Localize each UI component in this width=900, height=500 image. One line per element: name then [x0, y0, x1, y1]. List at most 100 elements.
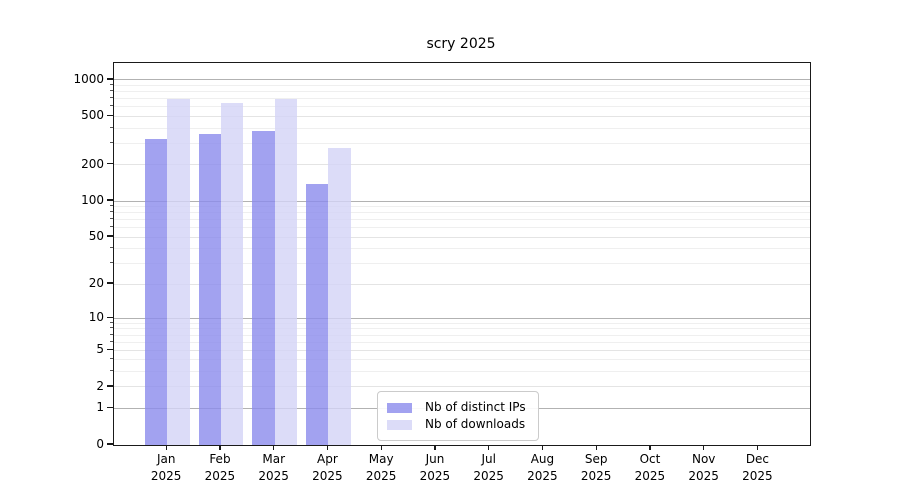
y-minortick-40: [110, 247, 113, 249]
x-tick-year: 2025: [419, 469, 451, 483]
x-tick-label-aug: Aug 2025: [512, 451, 572, 485]
y-minortick-900: [110, 83, 113, 85]
gridline-minor-700: [114, 98, 810, 100]
x-tick-label-nov: Nov 2025: [674, 451, 734, 485]
x-tick-oct: [649, 445, 651, 450]
y-minortick-4: [110, 358, 113, 360]
x-tick-label-mar: Mar 2025: [244, 451, 304, 485]
y-minortick-6: [110, 340, 113, 342]
y-minortick-90: [110, 205, 113, 207]
y-minortick-400: [110, 126, 113, 128]
x-tick-year: 2025: [580, 469, 612, 483]
gridline-minor-4: [114, 359, 810, 361]
bar-distinct-ips-jan: [144, 138, 168, 445]
x-tick-label-apr: Apr 2025: [297, 451, 357, 485]
legend: Nb of distinct IPs Nb of downloads: [377, 391, 539, 441]
gridline-minor-9: [114, 322, 810, 324]
y-minortick-60: [110, 226, 113, 228]
x-tick-label-dec: Dec 2025: [727, 451, 787, 485]
gridline-minor-900: [114, 84, 810, 86]
y-tick-1: [107, 406, 113, 409]
x-tick-nov: [703, 445, 705, 450]
x-tick-aug: [541, 445, 544, 450]
y-tick-label-1000: 1000: [73, 71, 104, 86]
y-minortick-70: [110, 218, 113, 220]
x-tick-month: Mar: [262, 452, 285, 466]
gridline-minor-7: [114, 334, 810, 336]
bar-distinct-ips-mar: [252, 130, 275, 445]
x-tick-mar: [273, 445, 275, 450]
gridline-2: [114, 386, 810, 388]
y-tick-label-500: 500: [81, 108, 104, 123]
y-tick-label-5: 5: [96, 342, 104, 357]
y-tick-0: [107, 443, 113, 445]
x-tick-month: Jun: [425, 452, 445, 466]
x-tick-year: 2025: [634, 469, 666, 483]
gridline-minor-80: [114, 212, 810, 214]
y-tick-500: [107, 114, 113, 117]
gridline-50: [114, 236, 810, 238]
x-tick-year: 2025: [688, 469, 719, 483]
y-minortick-600: [110, 105, 113, 107]
x-tick-month: Jul: [481, 452, 496, 466]
x-tick-month: Sep: [584, 452, 608, 466]
x-tick-label-jun: Jun 2025: [405, 451, 465, 485]
y-minortick-3: [110, 370, 113, 372]
chart-title: scry 2025: [426, 36, 496, 52]
x-tick-jul: [488, 445, 490, 450]
y-tick-200: [107, 163, 113, 165]
bar-downloads-apr: [328, 148, 351, 445]
legend-row-distinct-ips: Nb of distinct IPs: [387, 400, 526, 415]
x-tick-label-sep: Sep 2025: [566, 451, 626, 485]
y-minortick-7: [110, 333, 113, 335]
legend-swatch-distinct-ips: [387, 402, 412, 413]
y-minortick-8: [110, 327, 113, 329]
x-tick-label-jan: Jan 2025: [136, 451, 196, 485]
gridline-minor-60: [114, 227, 810, 229]
gridline-200: [114, 164, 810, 166]
x-tick-jun: [434, 445, 436, 450]
gridline-20: [114, 283, 810, 285]
x-tick-dec: [756, 445, 759, 450]
x-tick-may: [380, 445, 382, 450]
x-tick-sep: [595, 445, 597, 450]
gridline-minor-300: [114, 142, 810, 144]
bar-downloads-jan: [167, 99, 190, 445]
x-tick-month: Jan: [156, 452, 176, 466]
gridline-minor-70: [114, 219, 810, 221]
y-minortick-80: [110, 211, 113, 213]
gridline-500: [114, 115, 810, 117]
x-tick-month: Oct: [639, 452, 661, 466]
gridline-minor-3: [114, 371, 810, 373]
gridline-minor-6: [114, 341, 810, 343]
y-minortick-300: [110, 141, 113, 143]
bar-distinct-ips-apr: [306, 183, 329, 445]
x-tick-year: 2025: [365, 469, 397, 483]
y-tick-label-20: 20: [88, 276, 104, 291]
y-tick-label-1: 1: [96, 400, 104, 415]
x-tick-month: Nov: [691, 452, 716, 466]
x-tick-year: 2025: [204, 469, 236, 483]
y-tick-label-50: 50: [88, 229, 104, 244]
bar-downloads-feb: [220, 102, 244, 445]
x-tick-year: 2025: [527, 469, 558, 483]
legend-label-distinct-ips: Nb of distinct IPs: [425, 400, 526, 414]
x-tick-label-jul: Jul 2025: [459, 451, 519, 485]
y-tick-label-2: 2: [96, 378, 104, 393]
gridline-minor-600: [114, 106, 810, 108]
gridline-100: [114, 200, 810, 202]
gridline-minor-40: [114, 248, 810, 250]
gridline-minor-800: [114, 91, 810, 93]
y-tick-label-0: 0: [96, 437, 104, 451]
gridline-minor-90: [114, 206, 810, 208]
y-minortick-9: [110, 321, 113, 323]
x-tick-year: 2025: [473, 469, 504, 483]
x-tick-month: May: [368, 452, 394, 466]
y-tick-100: [107, 199, 113, 201]
y-tick-50: [107, 235, 113, 237]
y-tick-2: [107, 385, 113, 387]
x-tick-year: 2025: [150, 469, 182, 483]
y-tick-label-100: 100: [81, 193, 104, 208]
x-tick-month: Dec: [745, 452, 770, 466]
